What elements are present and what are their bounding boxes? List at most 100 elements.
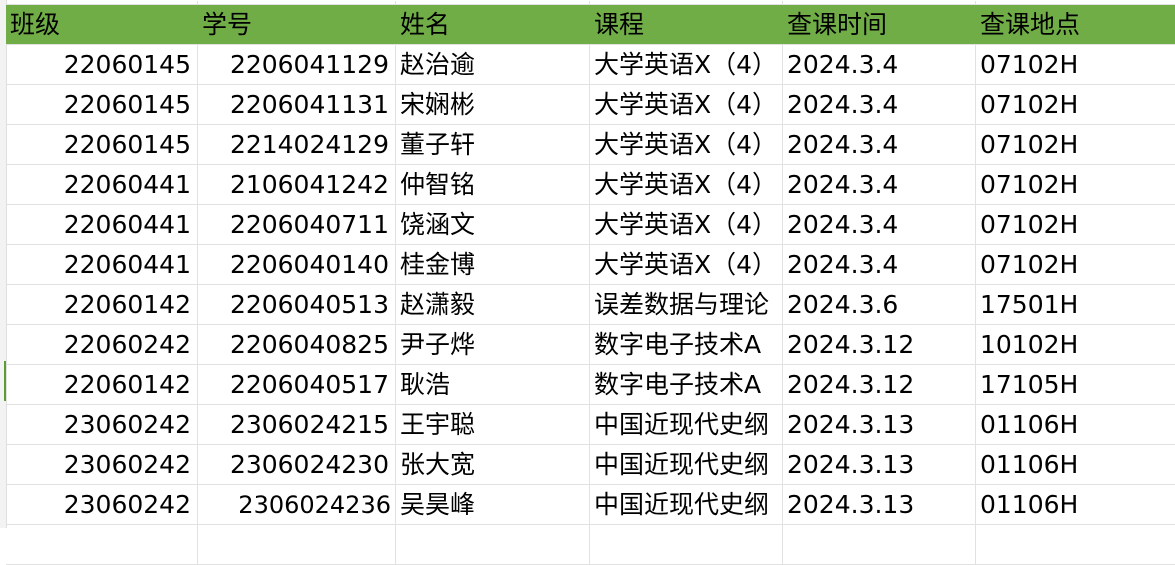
cell: [6, 1, 198, 4]
name-cell[interactable]: 饶涵文: [396, 205, 590, 244]
course-cell[interactable]: 大学英语X（4）: [590, 85, 783, 124]
check-location-cell[interactable]: 17105H: [976, 365, 1175, 404]
check-time-cell[interactable]: 2024.3.6: [783, 285, 976, 324]
name-cell[interactable]: 赵治逾: [396, 45, 590, 84]
table-row: 23060242 2306024230 张大宽 中国近现代史纲 2024.3.13 011…: [6, 445, 1175, 485]
check-location-cell[interactable]: 07102H: [976, 205, 1175, 244]
check-time-cell[interactable]: 2024.3.13: [783, 405, 976, 444]
student-id-cell[interactable]: 2206041129: [198, 45, 396, 84]
student-id-cell[interactable]: 2306024230: [198, 445, 396, 484]
header-cell-name[interactable]: 姓名: [396, 5, 590, 44]
course-cell[interactable]: 大学英语X（4）: [590, 245, 783, 284]
empty-cell[interactable]: [6, 525, 198, 564]
student-id-cell[interactable]: 2206041131: [198, 85, 396, 124]
course-cell[interactable]: 大学英语X（4）: [590, 165, 783, 204]
student-id-cell[interactable]: 2206040513: [198, 285, 396, 324]
class-cell[interactable]: 23060242: [6, 405, 198, 444]
table-row: 22060441 2206040140 桂金博 大学英语X（4） 2024.3.4 071…: [6, 245, 1175, 285]
check-location-cell[interactable]: 01106H: [976, 485, 1175, 524]
table-row: 22060142 2206040517 耿浩 数字电子技术A 2024.3.12 1710…: [6, 365, 1175, 405]
hidden-row: [6, 1, 1175, 5]
check-time-cell[interactable]: 2024.3.12: [783, 325, 976, 364]
course-cell[interactable]: 大学英语X（4）: [590, 125, 783, 164]
class-cell[interactable]: 22060145: [6, 45, 198, 84]
check-time-cell[interactable]: 2024.3.4: [783, 45, 976, 84]
name-cell[interactable]: 王宇聪: [396, 405, 590, 444]
header-cell-class[interactable]: 班级: [6, 5, 198, 44]
name-cell[interactable]: 桂金博: [396, 245, 590, 284]
active-row-marker: [4, 361, 6, 401]
cell: [590, 1, 783, 4]
student-id-cell[interactable]: 2206040711: [198, 205, 396, 244]
table-row: 22060145 2214024129 董子轩 大学英语X（4） 2024.3.4 071…: [6, 125, 1175, 165]
class-cell[interactable]: 22060441: [6, 165, 198, 204]
check-location-cell[interactable]: 07102H: [976, 245, 1175, 284]
header-row: 班级 学号 姓名 课程 查课时间 查课地点: [6, 5, 1175, 45]
check-location-cell[interactable]: 01106H: [976, 445, 1175, 484]
check-location-cell[interactable]: 07102H: [976, 125, 1175, 164]
check-location-cell[interactable]: 01106H: [976, 405, 1175, 444]
student-id-cell[interactable]: 2306024236: [198, 485, 396, 524]
class-cell[interactable]: 22060145: [6, 85, 198, 124]
course-cell[interactable]: 大学英语X（4）: [590, 45, 783, 84]
class-cell[interactable]: 22060441: [6, 245, 198, 284]
course-cell[interactable]: 数字电子技术A: [590, 325, 783, 364]
empty-cell[interactable]: [976, 525, 1175, 564]
name-cell[interactable]: 张大宽: [396, 445, 590, 484]
header-cell-check-time[interactable]: 查课时间: [783, 5, 976, 44]
empty-row: [6, 525, 1175, 565]
name-cell[interactable]: 赵潇毅: [396, 285, 590, 324]
check-time-cell[interactable]: 2024.3.4: [783, 245, 976, 284]
empty-cell[interactable]: [590, 525, 783, 564]
table-row: 22060242 2206040825 尹子烨 数字电子技术A 2024.3.12 101…: [6, 325, 1175, 365]
class-cell[interactable]: 22060142: [6, 285, 198, 324]
row-header-edge: [0, 0, 7, 528]
check-time-cell[interactable]: 2024.3.4: [783, 125, 976, 164]
header-cell-student-id[interactable]: 学号: [198, 5, 396, 44]
table-row: 22060142 2206040513 赵潇毅 误差数据与理论 2024.3.6 1750…: [6, 285, 1175, 325]
class-cell[interactable]: 22060242: [6, 325, 198, 364]
course-cell[interactable]: 中国近现代史纲: [590, 485, 783, 524]
check-location-cell[interactable]: 07102H: [976, 165, 1175, 204]
student-id-cell[interactable]: 2206040140: [198, 245, 396, 284]
class-cell[interactable]: 22060441: [6, 205, 198, 244]
check-time-cell[interactable]: 2024.3.13: [783, 485, 976, 524]
name-cell[interactable]: 仲智铭: [396, 165, 590, 204]
class-cell[interactable]: 23060242: [6, 445, 198, 484]
student-id-cell[interactable]: 2206040825: [198, 325, 396, 364]
check-time-cell[interactable]: 2024.3.12: [783, 365, 976, 404]
check-location-cell[interactable]: 10102H: [976, 325, 1175, 364]
class-cell[interactable]: 23060242: [6, 485, 198, 524]
student-id-cell[interactable]: 2306024215: [198, 405, 396, 444]
class-cell[interactable]: 22060145: [6, 125, 198, 164]
student-id-cell[interactable]: 2106041242: [198, 165, 396, 204]
name-cell[interactable]: 耿浩: [396, 365, 590, 404]
header-cell-course[interactable]: 课程: [590, 5, 783, 44]
empty-cell[interactable]: [198, 525, 396, 564]
name-cell[interactable]: 吴昊峰: [396, 485, 590, 524]
table-row: 22060441 2106041242 仲智铭 大学英语X（4） 2024.3.4 071…: [6, 165, 1175, 205]
check-time-cell[interactable]: 2024.3.4: [783, 205, 976, 244]
course-cell[interactable]: 数字电子技术A: [590, 365, 783, 404]
course-cell[interactable]: 误差数据与理论: [590, 285, 783, 324]
header-cell-check-location[interactable]: 查课地点: [976, 5, 1175, 44]
check-location-cell[interactable]: 07102H: [976, 85, 1175, 124]
course-cell[interactable]: 中国近现代史纲: [590, 405, 783, 444]
empty-cell[interactable]: [783, 525, 976, 564]
check-location-cell[interactable]: 07102H: [976, 45, 1175, 84]
check-time-cell[interactable]: 2024.3.4: [783, 165, 976, 204]
course-cell[interactable]: 中国近现代史纲: [590, 445, 783, 484]
name-cell[interactable]: 宋娴彬: [396, 85, 590, 124]
course-cell[interactable]: 大学英语X（4）: [590, 205, 783, 244]
student-id-cell[interactable]: 2214024129: [198, 125, 396, 164]
name-cell[interactable]: 董子轩: [396, 125, 590, 164]
cell: [783, 1, 976, 4]
check-location-cell[interactable]: 17501H: [976, 285, 1175, 324]
check-time-cell[interactable]: 2024.3.13: [783, 445, 976, 484]
empty-cell[interactable]: [396, 525, 590, 564]
name-cell[interactable]: 尹子烨: [396, 325, 590, 364]
student-id-cell[interactable]: 2206040517: [198, 365, 396, 404]
class-cell[interactable]: 22060142: [6, 365, 198, 404]
table-row: 23060242 2306024215 王宇聪 中国近现代史纲 2024.3.13 011…: [6, 405, 1175, 445]
check-time-cell[interactable]: 2024.3.4: [783, 85, 976, 124]
